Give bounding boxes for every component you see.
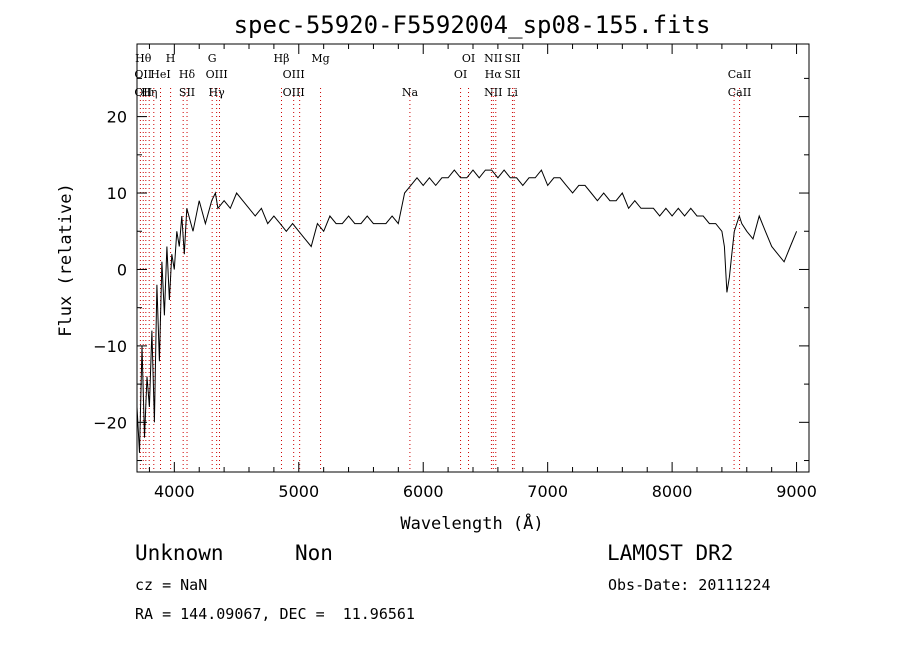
line-label: OIII [206,68,228,81]
x-tick-label: 9000 [776,482,817,501]
line-label: Hγ [209,86,226,99]
y-tick-label: −10 [93,337,127,356]
x-tick-label: 4000 [154,482,195,501]
y-axis-label: Flux (relative) [56,183,76,337]
spectrum-line [137,170,797,453]
line-label: Hδ [179,68,196,81]
chart-title: spec-55920-F5592004_sp08-155.fits [234,11,711,39]
x-tick-label: 6000 [403,482,444,501]
line-label: CaII [728,86,752,99]
y-tick-label: 10 [107,184,127,203]
line-label: HeI [150,68,170,81]
line-label: OI [462,52,475,65]
spectral-line-markers [140,88,739,472]
observation-date: Obs-Date: 20111224 [608,576,771,594]
x-axis: 4000 5000 6000 7000 8000 9000 [149,44,816,501]
y-tick-label: 0 [117,260,127,279]
x-tick-label: 7000 [527,482,568,501]
line-label: OIII [283,86,305,99]
line-label: Hθ [135,52,152,65]
spectral-class: Unknown [135,541,224,565]
x-tick-label: 8000 [652,482,693,501]
spectral-line-labels: HθOIIOIIHηHeIHHδSIIGOIIIHγHβOIIIOIIIMgNa… [134,52,751,99]
line-label: G [208,52,217,65]
line-label: OIII [283,68,305,81]
line-label: Hη [141,86,157,99]
line-label: NII [484,52,502,65]
y-tick-label: −20 [93,413,127,432]
survey-name: LAMOST DR2 [607,541,733,565]
ra-dec-coordinates: RA = 144.09067, DEC = 11.96561 [135,605,415,623]
line-label: Li [507,86,518,99]
line-label: SII [504,52,520,65]
redshift-cz: cz = NaN [135,576,207,594]
spectral-subclass: Non [295,541,333,565]
y-tick-label: 20 [107,108,127,127]
line-label: Hα [485,68,503,81]
line-label: Hβ [274,52,290,65]
y-axis: −20 −10 0 10 20 [93,78,809,460]
line-label: Mg [311,52,329,65]
line-label: OI [454,68,467,81]
line-label: NII [484,86,502,99]
line-label: Na [402,86,419,99]
line-label: SII [179,86,195,99]
line-label: CaII [728,68,752,81]
plot-frame [137,44,809,472]
line-label: SII [504,68,520,81]
x-tick-label: 5000 [278,482,319,501]
x-axis-label: Wavelength (Å) [400,512,543,534]
